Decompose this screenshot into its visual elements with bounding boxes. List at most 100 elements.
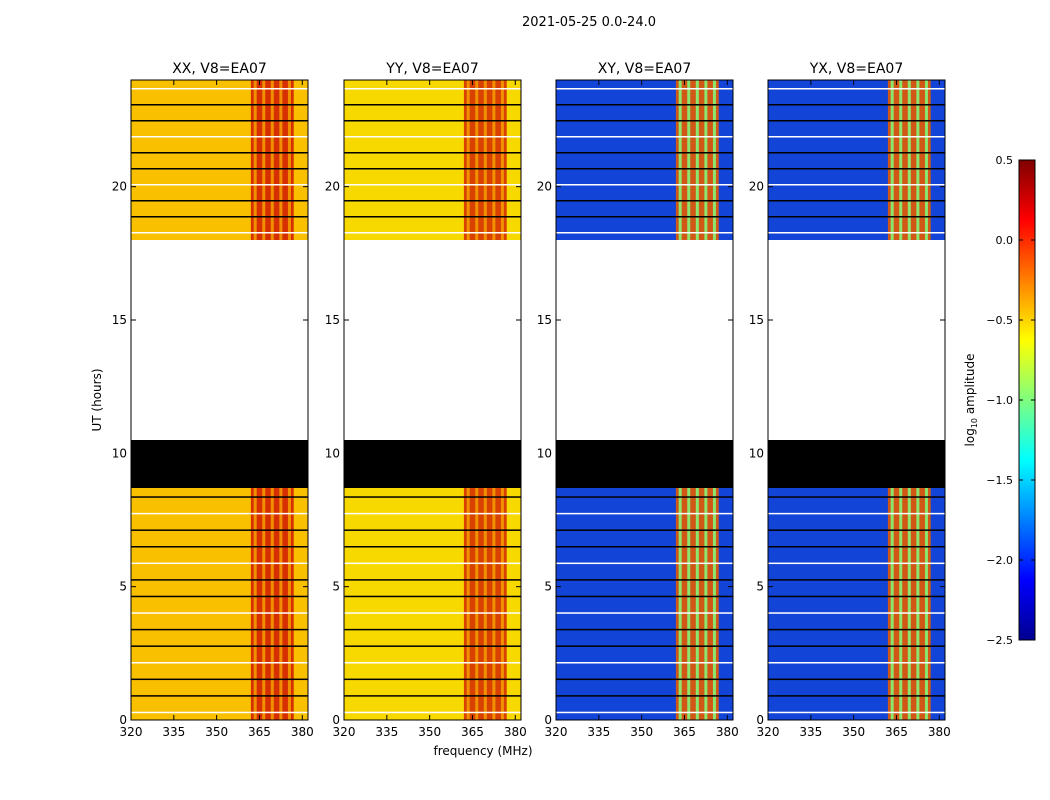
flag-line bbox=[344, 184, 521, 186]
flag-line bbox=[768, 136, 945, 138]
flag-line bbox=[344, 88, 521, 90]
x-tick-label: 350 bbox=[630, 725, 653, 739]
flag-line bbox=[131, 695, 308, 697]
y-tick-label: 5 bbox=[332, 580, 340, 594]
band-stripe bbox=[270, 488, 274, 720]
flag-line bbox=[344, 645, 521, 647]
colorbar-tick-label: 0.0 bbox=[996, 234, 1014, 247]
x-axis-label: frequency (MHz) bbox=[433, 744, 532, 758]
flag-line bbox=[768, 529, 945, 531]
x-tick-label: 380 bbox=[504, 725, 527, 739]
colorbar-tick-label: −1.0 bbox=[986, 394, 1013, 407]
flag-line bbox=[768, 512, 945, 515]
panel-title: XY, V8=EA07 bbox=[598, 61, 692, 77]
panel-frame bbox=[555, 79, 734, 721]
flag-line bbox=[768, 645, 945, 647]
x-tick-label: 320 bbox=[333, 725, 356, 739]
panel-xx: XX, V8=EA07 320 335 350 365 380 0 5 10 15 20 bbox=[112, 61, 314, 739]
flag-line bbox=[344, 529, 521, 531]
panel-frame bbox=[343, 79, 522, 721]
band-stripe bbox=[262, 488, 266, 720]
band-stripe bbox=[907, 488, 911, 720]
flag-line bbox=[768, 496, 945, 498]
y-tick-label: 5 bbox=[119, 580, 127, 594]
band-stripe bbox=[287, 80, 291, 240]
band-stripe bbox=[678, 488, 682, 720]
flag-line bbox=[556, 628, 733, 631]
flag-line bbox=[131, 232, 308, 234]
flag-line bbox=[556, 496, 733, 498]
figure-title: 2021-05-25 0.0-24.0 bbox=[522, 15, 656, 30]
x-tick-label: 335 bbox=[799, 725, 822, 739]
band-stripe bbox=[279, 488, 283, 720]
flag-line bbox=[768, 612, 945, 614]
flag-line bbox=[768, 120, 945, 122]
flag-line bbox=[556, 216, 733, 218]
band-stripe bbox=[890, 80, 894, 240]
flag-line bbox=[556, 678, 733, 681]
band-stripe bbox=[678, 80, 682, 240]
colorbar: −2.5 −2.0 −1.5 −1.0 −0.5 0.0 0.5 log10 amplitu… bbox=[963, 154, 1036, 647]
y-tick-label: 20 bbox=[537, 180, 552, 194]
panel-frame bbox=[767, 79, 946, 721]
flagged-block bbox=[344, 440, 521, 488]
band-stripe bbox=[253, 488, 257, 720]
band-stripe bbox=[492, 80, 496, 240]
flag-line bbox=[556, 184, 733, 186]
colorbar-tick-label: −2.0 bbox=[986, 554, 1013, 567]
flag-line bbox=[768, 546, 945, 548]
flag-line bbox=[768, 595, 945, 598]
band-stripe bbox=[475, 80, 479, 240]
flag-line bbox=[768, 200, 945, 202]
y-tick-label: 15 bbox=[112, 313, 127, 327]
flag-line bbox=[131, 120, 308, 122]
band-stripe bbox=[695, 488, 699, 720]
flag-line bbox=[131, 628, 308, 631]
y-tick-label: 5 bbox=[544, 580, 552, 594]
x-tick-label: 365 bbox=[673, 725, 696, 739]
flag-line bbox=[556, 529, 733, 531]
y-tick-label: 15 bbox=[325, 313, 340, 327]
flag-line bbox=[344, 595, 521, 598]
x-tick-label: 350 bbox=[418, 725, 441, 739]
flag-line bbox=[131, 662, 308, 664]
band-stripe bbox=[712, 488, 716, 720]
flagged-block bbox=[131, 440, 308, 488]
flag-line bbox=[556, 579, 733, 581]
band-stripe bbox=[695, 80, 699, 240]
flag-line bbox=[556, 232, 733, 234]
band-stripe bbox=[899, 80, 903, 240]
x-tick-label: 380 bbox=[716, 725, 739, 739]
flag-line bbox=[768, 168, 945, 170]
x-tick-label: 365 bbox=[885, 725, 908, 739]
flag-line bbox=[131, 546, 308, 548]
panel-frame bbox=[130, 79, 309, 721]
panel-title: XX, V8=EA07 bbox=[172, 61, 267, 77]
band-stripe bbox=[287, 488, 291, 720]
flag-line bbox=[556, 595, 733, 598]
y-tick-label: 0 bbox=[332, 713, 340, 727]
colorbar-label-main: log bbox=[963, 428, 977, 446]
flag-line bbox=[768, 579, 945, 581]
band-stripe bbox=[483, 80, 487, 240]
flagged-block bbox=[768, 440, 945, 488]
y-tick-label: 15 bbox=[749, 313, 764, 327]
flagged-block bbox=[556, 440, 733, 488]
y-tick-label: 10 bbox=[325, 446, 340, 460]
flag-line bbox=[344, 136, 521, 138]
panel-xy: XY, V8=EA07 320 335 350 365 380 0 5 10 15 20 bbox=[537, 61, 739, 739]
band-stripe bbox=[687, 488, 691, 720]
flag-line bbox=[131, 152, 308, 154]
band-stripe bbox=[483, 488, 487, 720]
flag-line bbox=[131, 216, 308, 218]
flag-line bbox=[344, 678, 521, 681]
heatmap-image bbox=[344, 80, 521, 720]
colorbar-label: log10 amplitude bbox=[963, 354, 979, 447]
flag-line bbox=[131, 136, 308, 138]
y-tick-label: 10 bbox=[749, 446, 764, 460]
band-stripe bbox=[262, 80, 266, 240]
band-stripe bbox=[704, 488, 708, 720]
band-stripe bbox=[466, 80, 470, 240]
flag-line bbox=[344, 200, 521, 202]
